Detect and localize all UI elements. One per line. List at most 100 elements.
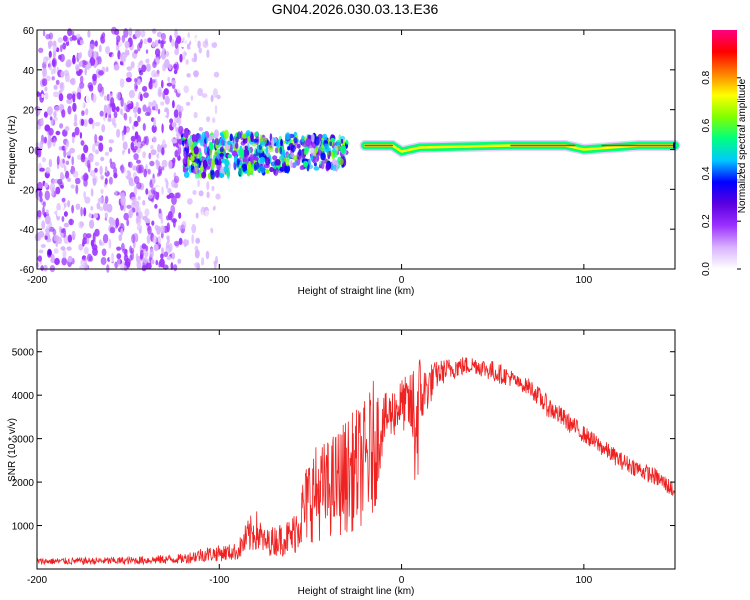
- spectrogram-blob: [184, 231, 189, 241]
- spectrogram-blob: [259, 156, 266, 164]
- spectrogram-blob: [148, 152, 152, 160]
- spectrogram-blob: [208, 134, 214, 140]
- spectrogram-blob: [120, 195, 126, 206]
- spectrogram-blob: [290, 144, 296, 153]
- spectrogram-blob: [144, 111, 151, 117]
- spectrogram-blob: [158, 208, 162, 214]
- spectrogram-blob: [83, 246, 89, 255]
- spectrogram-blob: [180, 42, 186, 48]
- spectrogram-blob: [185, 118, 189, 124]
- spectrogram-blob: [161, 159, 168, 168]
- spectrogram-blob: [171, 38, 175, 47]
- spectrogram-blob: [105, 66, 109, 73]
- spectrogram-blob: [115, 44, 120, 52]
- spectrogram-blob: [142, 85, 148, 92]
- spectrogram-blob: [93, 50, 98, 59]
- spectrogram-blob: [201, 93, 208, 98]
- spectrogram-blob: [100, 188, 104, 194]
- spectrogram-blob: [79, 265, 86, 270]
- snr-panel: -200 -100 0 100 1000 2000 3000 4000 5000 Height …: [7, 329, 676, 597]
- spectrogram-blob: [144, 208, 150, 217]
- spectrogram-blob: [192, 141, 198, 146]
- spectrogram-blob: [155, 190, 160, 201]
- spectrogram-blob: [164, 143, 167, 149]
- spectrogram-blob: [160, 40, 164, 49]
- spectrogram-blob: [235, 136, 239, 143]
- spectrogram-blob: [161, 147, 165, 156]
- spectrogram-blob: [210, 94, 214, 103]
- spectrogram-blob: [48, 140, 52, 149]
- spectrogram-blob: [38, 47, 44, 53]
- spectrogram-blob: [294, 160, 297, 168]
- spectrogram-blob: [198, 127, 204, 132]
- spectrogram-blob: [110, 97, 115, 106]
- spectrogram-blob: [209, 149, 213, 158]
- spectrogram-blob: [83, 144, 89, 154]
- spectrogram-blob: [223, 129, 229, 140]
- spectrogram-blob: [77, 53, 82, 60]
- spectrogram-blob: [42, 157, 46, 163]
- spectrogram-blob: [161, 47, 166, 55]
- spectrogram-blob: [287, 146, 291, 151]
- colorbar-tick-label: 0.6: [701, 118, 712, 132]
- spectrogram-blob: [339, 158, 344, 166]
- spectrogram-blob: [182, 140, 185, 147]
- spectrogram-blob: [175, 192, 181, 199]
- spectrogram-blob: [197, 40, 201, 49]
- spectrogram-blob: [214, 260, 217, 270]
- spectrogram-blob: [253, 162, 260, 170]
- spectrogram-blob: [320, 160, 325, 170]
- spectrogram-blob: [188, 137, 193, 147]
- spectrogram-blob: [183, 114, 186, 123]
- spectrogram-blob: [89, 219, 95, 229]
- chart-title: GN04.2026.030.03.13.E36: [271, 1, 439, 17]
- colorbar-ticks: 0.0 0.2 0.4 0.6 0.8: [701, 70, 741, 276]
- spectrogram-blob: [84, 174, 89, 180]
- spectrogram-blob: [128, 116, 132, 124]
- spectrogram-blob: [185, 59, 189, 65]
- spectrogram-blob: [143, 38, 148, 45]
- spectrogram-blob: [142, 104, 147, 112]
- spectrogram-blob: [142, 200, 146, 206]
- spectrogram-blob: [293, 137, 298, 144]
- spectrogram-blob: [133, 146, 138, 151]
- spectrogram-blob: [124, 258, 131, 267]
- spectrogram-blob: [178, 237, 183, 245]
- spectrogram-blob: [42, 201, 46, 208]
- spectrogram-blob: [63, 165, 67, 172]
- spectrogram-blob: [151, 124, 157, 133]
- spectrogram-blob: [211, 185, 215, 191]
- spectrogram-blob: [202, 81, 207, 92]
- spectrogram-blob: [96, 202, 101, 210]
- spectrogram-blob: [59, 123, 64, 129]
- spectrogram-blob: [63, 235, 70, 244]
- spectrogram-blob: [84, 67, 87, 76]
- spectrogram-blob: [61, 216, 65, 222]
- spectrogram-blob: [227, 140, 232, 146]
- spectrogram-blob: [137, 107, 142, 115]
- colorbar-tick-label: 0.0: [701, 262, 712, 276]
- spectrogram-blob: [126, 66, 132, 71]
- spectrogram-blob: [106, 203, 113, 213]
- spectrogram-blob: [134, 131, 139, 140]
- spectrogram-blob: [187, 80, 192, 85]
- spectrogram-blob: [296, 143, 301, 149]
- spectrogram-blob: [99, 165, 103, 176]
- spectrogram-blob: [140, 30, 146, 38]
- spectrogram-blob: [198, 47, 202, 54]
- spectrogram-blob: [316, 153, 320, 162]
- spectrogram-blob: [166, 194, 171, 199]
- spectrogram-blob: [231, 150, 238, 157]
- spectrogram-blob: [111, 26, 117, 35]
- spectrogram-blob: [301, 142, 308, 147]
- spectrogram-blob: [130, 61, 135, 69]
- spectrogram-blob: [195, 173, 200, 179]
- spectrogram-blob: [145, 49, 149, 54]
- spectrogram-blob: [154, 204, 158, 209]
- spectrogram-blob: [50, 253, 55, 263]
- spectrogram-blob: [212, 36, 215, 44]
- spectrogram-blob: [44, 182, 49, 188]
- spectrogram-blob: [78, 243, 84, 251]
- spectrogram-blob: [91, 102, 96, 110]
